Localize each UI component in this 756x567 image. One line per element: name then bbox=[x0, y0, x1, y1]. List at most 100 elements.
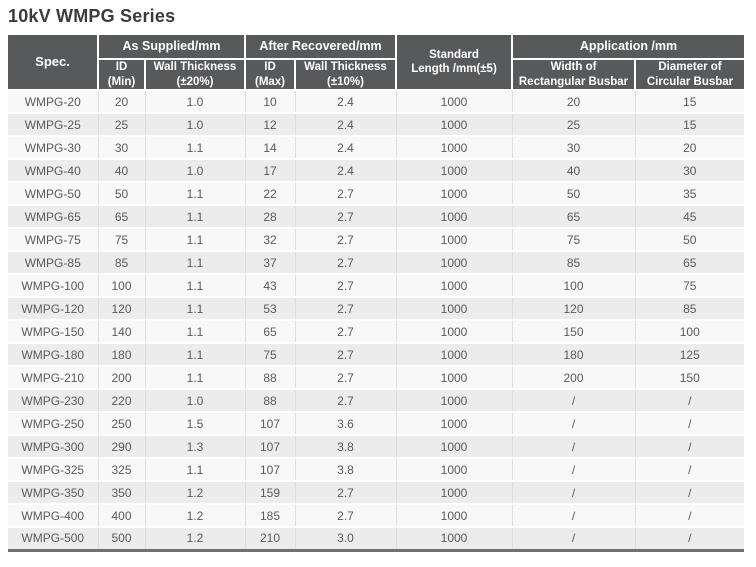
cell-wall_thickness_20: 1.2 bbox=[145, 504, 246, 528]
header-wall-thickness-20: Wall Thickness (±20%) bbox=[145, 59, 246, 91]
cell-wall_thickness_20: 1.0 bbox=[145, 159, 246, 183]
cell-diameter_circular_busbar: 100 bbox=[635, 320, 745, 344]
cell-wall_thickness_10: 2.7 bbox=[295, 343, 397, 367]
header-wall-thickness-10: Wall Thickness (±10%) bbox=[295, 59, 398, 91]
cell-wall_thickness_20: 1.1 bbox=[145, 182, 246, 206]
table-row: WMPG-210 200 1.1 88 2.7 1000 200 150 bbox=[8, 366, 745, 390]
cell-width_rectangular_busbar: / bbox=[512, 481, 636, 505]
table-row: WMPG-230 220 1.0 88 2.7 1000// bbox=[8, 389, 745, 413]
cell-id_max: 88 bbox=[245, 366, 296, 390]
cell-diameter_circular_busbar: 75 bbox=[635, 274, 745, 298]
cell-id_max: 210 bbox=[245, 527, 296, 551]
cell-spec: WMPG-50 bbox=[8, 182, 99, 206]
cell-id_max: 14 bbox=[245, 136, 296, 160]
cell-width_rectangular_busbar: / bbox=[512, 435, 636, 459]
header-diameter-circular-busbar: Diameter of Circular Busbar bbox=[635, 59, 745, 91]
cell-id_min: 25 bbox=[98, 113, 146, 137]
header-group-row: Spec. As Supplied/mm After Recovered/mm … bbox=[8, 35, 745, 91]
cell-width_rectangular_busbar: 200 bbox=[512, 366, 636, 390]
cell-id_max: 28 bbox=[245, 205, 296, 229]
table-row: WMPG-120 120 1.1 53 2.7 1000 120 85 bbox=[8, 297, 745, 321]
cell-standard_length: 1000 bbox=[396, 481, 513, 505]
cell-width_rectangular_busbar: 100 bbox=[512, 274, 636, 298]
table-row: WMPG-500 500 1.2 210 3.0 1000// bbox=[8, 527, 745, 551]
cell-diameter_circular_busbar: / bbox=[635, 527, 745, 551]
cell-standard_length: 1000 bbox=[396, 320, 513, 344]
cell-wall_thickness_10: 2.7 bbox=[295, 389, 397, 413]
cell-spec: WMPG-500 bbox=[8, 527, 99, 551]
cell-id_max: 107 bbox=[245, 435, 296, 459]
cell-standard_length: 1000 bbox=[396, 228, 513, 252]
cell-spec: WMPG-210 bbox=[8, 366, 99, 390]
table-row: WMPG-150 140 1.1 65 2.7 1000 150 100 bbox=[8, 320, 745, 344]
cell-wall_thickness_20: 1.1 bbox=[145, 366, 246, 390]
cell-id_max: 75 bbox=[245, 343, 296, 367]
cell-wall_thickness_20: 1.1 bbox=[145, 458, 246, 482]
cell-diameter_circular_busbar: 150 bbox=[635, 366, 745, 390]
cell-id_max: 12 bbox=[245, 113, 296, 137]
cell-standard_length: 1000 bbox=[396, 527, 513, 551]
cell-spec: WMPG-85 bbox=[8, 251, 99, 275]
cell-diameter_circular_busbar: 85 bbox=[635, 297, 745, 321]
cell-id_min: 100 bbox=[98, 274, 146, 298]
cell-width_rectangular_busbar: 120 bbox=[512, 297, 636, 321]
cell-id_min: 325 bbox=[98, 458, 146, 482]
cell-wall_thickness_10: 3.6 bbox=[295, 412, 397, 436]
cell-spec: WMPG-65 bbox=[8, 205, 99, 229]
table-row: WMPG-25 25 1.0 12 2.4 1000 25 15 bbox=[8, 113, 745, 137]
cell-standard_length: 1000 bbox=[396, 136, 513, 160]
cell-diameter_circular_busbar: 20 bbox=[635, 136, 745, 160]
cell-standard_length: 1000 bbox=[396, 504, 513, 528]
table-row: WMPG-30 30 1.1 14 2.4 1000 30 20 bbox=[8, 136, 745, 160]
cell-standard_length: 1000 bbox=[396, 113, 513, 137]
cell-wall_thickness_10: 2.7 bbox=[295, 274, 397, 298]
cell-wall_thickness_10: 2.4 bbox=[295, 90, 397, 114]
cell-standard_length: 1000 bbox=[396, 205, 513, 229]
header-width-rectangular-busbar: Width of Rectangular Busbar bbox=[512, 59, 637, 91]
cell-id_max: 22 bbox=[245, 182, 296, 206]
cell-width_rectangular_busbar: 180 bbox=[512, 343, 636, 367]
cell-id_max: 32 bbox=[245, 228, 296, 252]
cell-wall_thickness_10: 2.7 bbox=[295, 205, 397, 229]
cell-standard_length: 1000 bbox=[396, 389, 513, 413]
cell-id_min: 290 bbox=[98, 435, 146, 459]
cell-wall_thickness_10: 2.4 bbox=[295, 136, 397, 160]
cell-spec: WMPG-20 bbox=[8, 90, 99, 114]
table-row: WMPG-325 325 1.1 107 3.8 1000// bbox=[8, 458, 745, 482]
cell-wall_thickness_20: 1.5 bbox=[145, 412, 246, 436]
table-header: Spec. As Supplied/mm After Recovered/mm … bbox=[8, 35, 745, 91]
table-row: WMPG-350 350 1.2 159 2.7 1000// bbox=[8, 481, 745, 505]
table-body: WMPG-20 20 1.0 10 2.4 1000 20 15 WMPG-25 25 1.0 12 2… bbox=[8, 90, 745, 551]
cell-wall_thickness_20: 1.2 bbox=[145, 527, 246, 551]
spec-table: Spec. As Supplied/mm After Recovered/mm … bbox=[8, 35, 745, 552]
cell-wall_thickness_10: 3.8 bbox=[295, 435, 397, 459]
cell-spec: WMPG-350 bbox=[8, 481, 99, 505]
cell-id_max: 88 bbox=[245, 389, 296, 413]
cell-id_min: 20 bbox=[98, 90, 146, 114]
cell-id_min: 250 bbox=[98, 412, 146, 436]
cell-standard_length: 1000 bbox=[396, 435, 513, 459]
cell-diameter_circular_busbar: / bbox=[635, 412, 745, 436]
cell-wall_thickness_20: 1.2 bbox=[145, 481, 246, 505]
cell-spec: WMPG-300 bbox=[8, 435, 99, 459]
cell-standard_length: 1000 bbox=[396, 458, 513, 482]
cell-diameter_circular_busbar: 15 bbox=[635, 113, 745, 137]
cell-spec: WMPG-40 bbox=[8, 159, 99, 183]
cell-standard_length: 1000 bbox=[396, 182, 513, 206]
cell-wall_thickness_10: 2.7 bbox=[295, 251, 397, 275]
cell-standard_length: 1000 bbox=[396, 90, 513, 114]
cell-standard_length: 1000 bbox=[396, 343, 513, 367]
cell-diameter_circular_busbar: 125 bbox=[635, 343, 745, 367]
cell-spec: WMPG-400 bbox=[8, 504, 99, 528]
cell-spec: WMPG-75 bbox=[8, 228, 99, 252]
cell-wall_thickness_10: 3.8 bbox=[295, 458, 397, 482]
cell-spec: WMPG-150 bbox=[8, 320, 99, 344]
cell-wall_thickness_20: 1.1 bbox=[145, 228, 246, 252]
cell-spec: WMPG-250 bbox=[8, 412, 99, 436]
cell-id_min: 50 bbox=[98, 182, 146, 206]
cell-width_rectangular_busbar: 75 bbox=[512, 228, 636, 252]
cell-spec: WMPG-180 bbox=[8, 343, 99, 367]
cell-id_max: 53 bbox=[245, 297, 296, 321]
cell-diameter_circular_busbar: / bbox=[635, 481, 745, 505]
table-row: WMPG-400 400 1.2 185 2.7 1000// bbox=[8, 504, 745, 528]
